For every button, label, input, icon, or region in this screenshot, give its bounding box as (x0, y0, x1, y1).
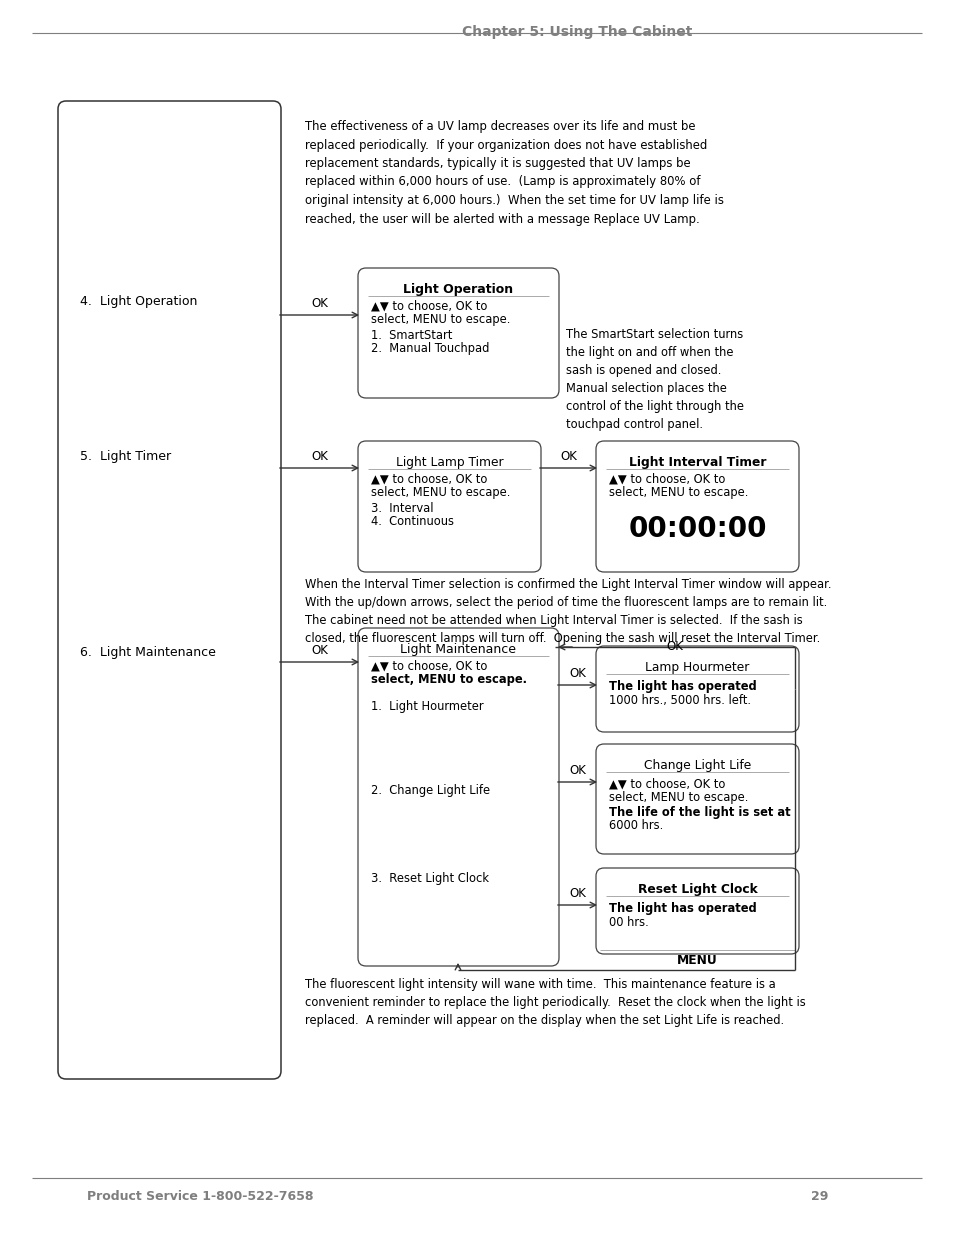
Text: The light has operated: The light has operated (608, 680, 756, 693)
Text: ▲▼ to choose, OK to: ▲▼ to choose, OK to (608, 473, 724, 487)
FancyBboxPatch shape (596, 441, 799, 572)
Text: 29: 29 (810, 1191, 828, 1203)
Text: OK: OK (569, 764, 585, 777)
Text: 00:00:00: 00:00:00 (628, 515, 766, 543)
Text: 2.  Change Light Life: 2. Change Light Life (371, 784, 490, 797)
Text: select, MENU to escape.: select, MENU to escape. (608, 487, 747, 499)
Text: 6000 hrs.: 6000 hrs. (608, 819, 662, 832)
Text: 4.  Continuous: 4. Continuous (371, 515, 454, 529)
Text: The effectiveness of a UV lamp decreases over its life and must be
replaced peri: The effectiveness of a UV lamp decreases… (305, 120, 723, 226)
Text: Change Light Life: Change Light Life (643, 760, 750, 772)
Text: OK: OK (311, 643, 328, 657)
Text: Reset Light Clock: Reset Light Clock (637, 883, 757, 897)
Text: The light has operated: The light has operated (608, 902, 756, 915)
Text: Lamp Hourmeter: Lamp Hourmeter (644, 661, 749, 674)
Text: Chapter 5: Using The Cabinet: Chapter 5: Using The Cabinet (461, 25, 692, 40)
FancyBboxPatch shape (357, 629, 558, 966)
Text: 1.  Light Hourmeter: 1. Light Hourmeter (371, 700, 483, 713)
Text: 6.  Light Maintenance: 6. Light Maintenance (80, 646, 215, 659)
Text: 1000 hrs., 5000 hrs. left.: 1000 hrs., 5000 hrs. left. (608, 694, 750, 706)
Text: The fluorescent light intensity will wane with time.  This maintenance feature i: The fluorescent light intensity will wan… (305, 978, 805, 1028)
FancyBboxPatch shape (596, 868, 799, 953)
Text: select, MENU to escape.: select, MENU to escape. (371, 312, 510, 326)
FancyBboxPatch shape (357, 268, 558, 398)
Text: The SmartStart selection turns
the light on and off when the
sash is opened and : The SmartStart selection turns the light… (565, 329, 743, 431)
Text: When the Interval Timer selection is confirmed the Light Interval Timer window w: When the Interval Timer selection is con… (305, 578, 831, 645)
Text: ▲▼ to choose, OK to: ▲▼ to choose, OK to (371, 300, 487, 312)
Text: OK: OK (311, 296, 328, 310)
Text: Light Operation: Light Operation (403, 283, 513, 296)
Text: select, MENU to escape.: select, MENU to escape. (608, 790, 747, 804)
FancyBboxPatch shape (596, 646, 799, 732)
Text: OK: OK (311, 450, 328, 463)
Text: ▲▼ to choose, OK to: ▲▼ to choose, OK to (371, 473, 487, 487)
Text: ▲▼ to choose, OK to: ▲▼ to choose, OK to (608, 778, 724, 790)
Text: Light Maintenance: Light Maintenance (400, 643, 516, 656)
Text: Light Interval Timer: Light Interval Timer (628, 456, 765, 469)
Text: Light Lamp Timer: Light Lamp Timer (395, 456, 503, 469)
Text: 5.  Light Timer: 5. Light Timer (80, 450, 171, 463)
Text: OK: OK (559, 450, 577, 463)
Text: 3.  Interval: 3. Interval (371, 501, 433, 515)
Text: 2.  Manual Touchpad: 2. Manual Touchpad (371, 342, 489, 354)
Text: ▲▼ to choose, OK to: ▲▼ to choose, OK to (371, 659, 487, 673)
Text: OK: OK (666, 640, 682, 653)
Text: The life of the light is set at: The life of the light is set at (608, 806, 790, 819)
FancyBboxPatch shape (357, 441, 540, 572)
Text: Product Service 1-800-522-7658: Product Service 1-800-522-7658 (87, 1191, 313, 1203)
Text: 1.  SmartStart: 1. SmartStart (371, 329, 452, 342)
Text: OK: OK (569, 667, 585, 680)
Text: 3.  Reset Light Clock: 3. Reset Light Clock (371, 872, 489, 885)
Text: OK: OK (569, 887, 585, 900)
FancyBboxPatch shape (58, 101, 281, 1079)
Text: MENU: MENU (677, 953, 717, 967)
Text: select, MENU to escape.: select, MENU to escape. (371, 673, 526, 685)
FancyBboxPatch shape (596, 743, 799, 853)
Text: 4.  Light Operation: 4. Light Operation (80, 295, 197, 308)
Text: 00 hrs.: 00 hrs. (608, 916, 648, 929)
Text: select, MENU to escape.: select, MENU to escape. (371, 487, 510, 499)
